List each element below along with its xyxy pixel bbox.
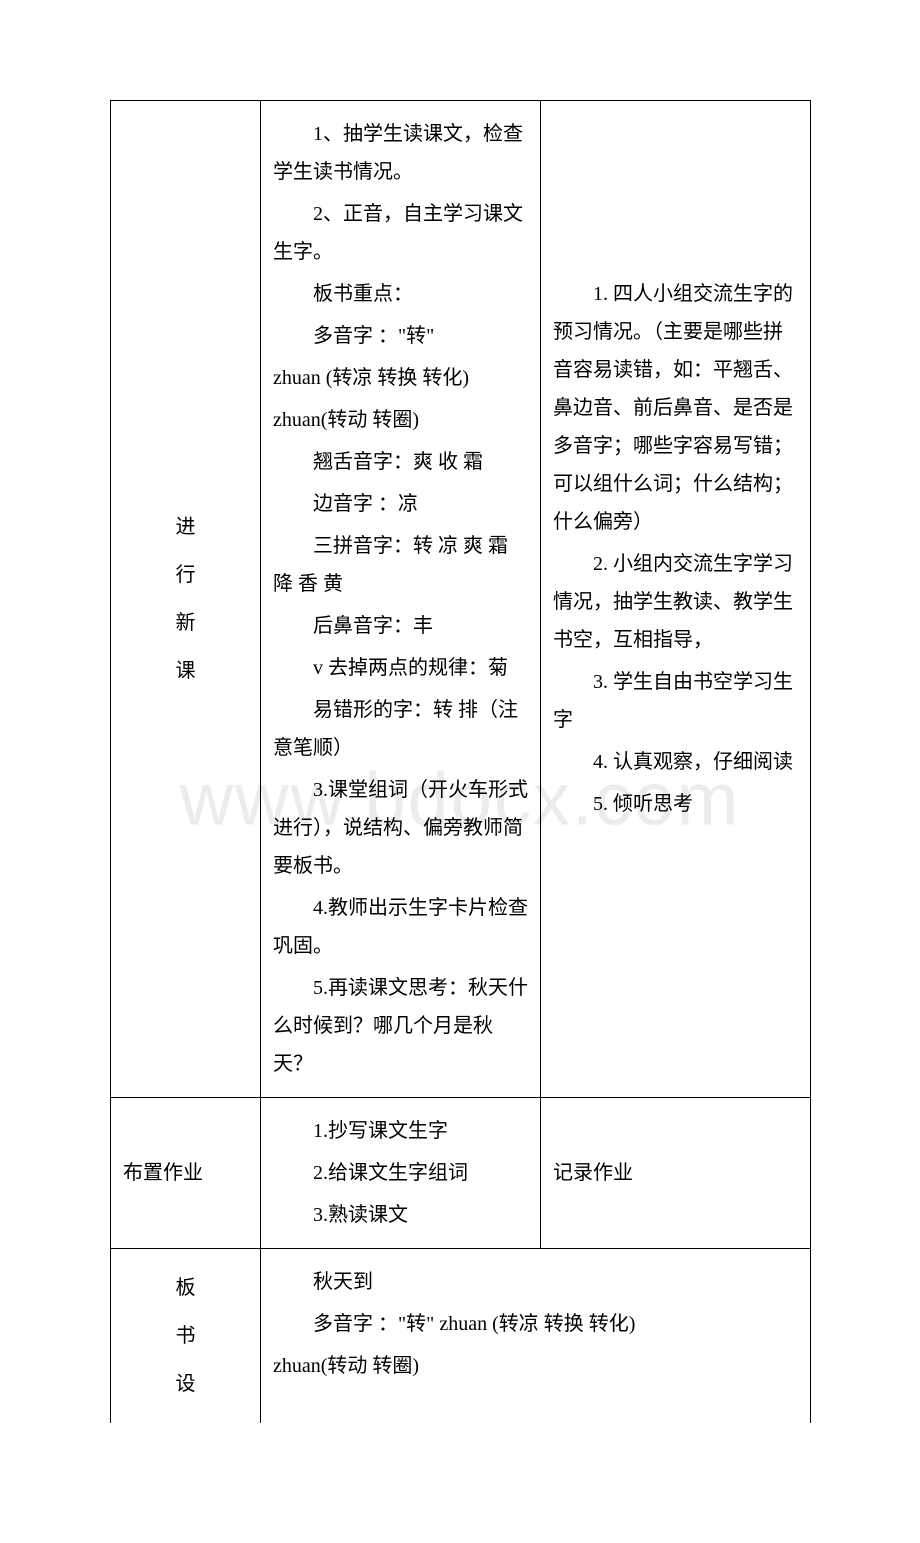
label-char: 书: [123, 1317, 248, 1355]
para: 翘舌音字：爽 收 霜: [273, 443, 528, 481]
para: 多音字 ："转": [273, 317, 528, 355]
para: 2.给课文生字组词: [273, 1154, 528, 1192]
para: 1.抄写课文生字: [273, 1112, 528, 1150]
board-row: 板 书 设 秋天到 多音字 ："转" zhuan (转凉 转换 转化) zhua…: [111, 1249, 811, 1424]
para: v 去掉两点的规律：菊: [273, 649, 528, 687]
board-title: 秋天到: [273, 1263, 798, 1301]
homework-label: 布置作业: [123, 1162, 203, 1184]
homework-right-text: 记录作业: [553, 1162, 633, 1184]
label-char: 设: [123, 1365, 248, 1403]
para: zhuan (转凉 转换 转化): [273, 359, 528, 397]
homework-mid-cell: 1.抄写课文生字 2.给课文生字组词 3.熟读课文: [261, 1098, 541, 1249]
label-char: 板: [123, 1269, 248, 1307]
para: 3. 学生自由书空学习生字: [553, 663, 798, 739]
para: 1、抽学生读课文，检查学生读书情况。: [273, 115, 528, 191]
para: 4.教师出示生字卡片检查巩固。: [273, 889, 528, 965]
lesson-label-cell: 进 行 新 课: [111, 101, 261, 1098]
para: 5.再读课文思考：秋天什么时候到？哪几个月是秋天？: [273, 969, 528, 1083]
board-content-cell: 秋天到 多音字 ："转" zhuan (转凉 转换 转化) zhuan(转动 转…: [261, 1249, 811, 1424]
para: 2、正音，自主学习课文生字。: [273, 195, 528, 271]
para: zhuan(转动 转圈): [273, 1347, 798, 1385]
homework-right-cell: 记录作业: [541, 1098, 811, 1249]
para: 多音字 ："转" zhuan (转凉 转换 转化): [273, 1305, 798, 1343]
para: 后鼻音字：丰: [273, 607, 528, 645]
homework-label-cell: 布置作业: [111, 1098, 261, 1249]
para: 4. 认真观察，仔细阅读: [553, 743, 798, 781]
lesson-row: 进 行 新 课 1、抽学生读课文，检查学生读书情况。 2、正音，自主学习课文生字…: [111, 101, 811, 1098]
para: 1. 四人小组交流生字的预习情况。（主要是哪些拼音容易读错，如：平翘舌、鼻边音、…: [553, 275, 798, 541]
lesson-plan-table: 进 行 新 课 1、抽学生读课文，检查学生读书情况。 2、正音，自主学习课文生字…: [110, 100, 811, 1423]
para: 三拼音字：转 凉 爽 霜 降 香 黄: [273, 527, 528, 603]
para: 2. 小组内交流生字学习情况，抽学生教读、教学生书空，互相指导，: [553, 545, 798, 659]
para: 5. 倾听思考: [553, 785, 798, 823]
label-char: 新: [123, 604, 248, 642]
para: zhuan(转动 转圈): [273, 401, 528, 439]
lesson-mid-cell: 1、抽学生读课文，检查学生读书情况。 2、正音，自主学习课文生字。 板书重点： …: [261, 101, 541, 1098]
homework-row: 布置作业 1.抄写课文生字 2.给课文生字组词 3.熟读课文 记录作业: [111, 1098, 811, 1249]
para: 3.课堂组词（开火车形式进行），说结构、偏旁教师简要板书。: [273, 771, 528, 885]
label-char: 课: [123, 652, 248, 690]
label-char: 进: [123, 508, 248, 546]
para: 易错形的字：转 排（注意笔顺）: [273, 691, 528, 767]
para: 3.熟读课文: [273, 1196, 528, 1234]
lesson-right-cell: 1. 四人小组交流生字的预习情况。（主要是哪些拼音容易读错，如：平翘舌、鼻边音、…: [541, 101, 811, 1098]
label-char: 行: [123, 556, 248, 594]
para: 边音字 ：凉: [273, 485, 528, 523]
para: 板书重点：: [273, 275, 528, 313]
board-label-cell: 板 书 设: [111, 1249, 261, 1424]
